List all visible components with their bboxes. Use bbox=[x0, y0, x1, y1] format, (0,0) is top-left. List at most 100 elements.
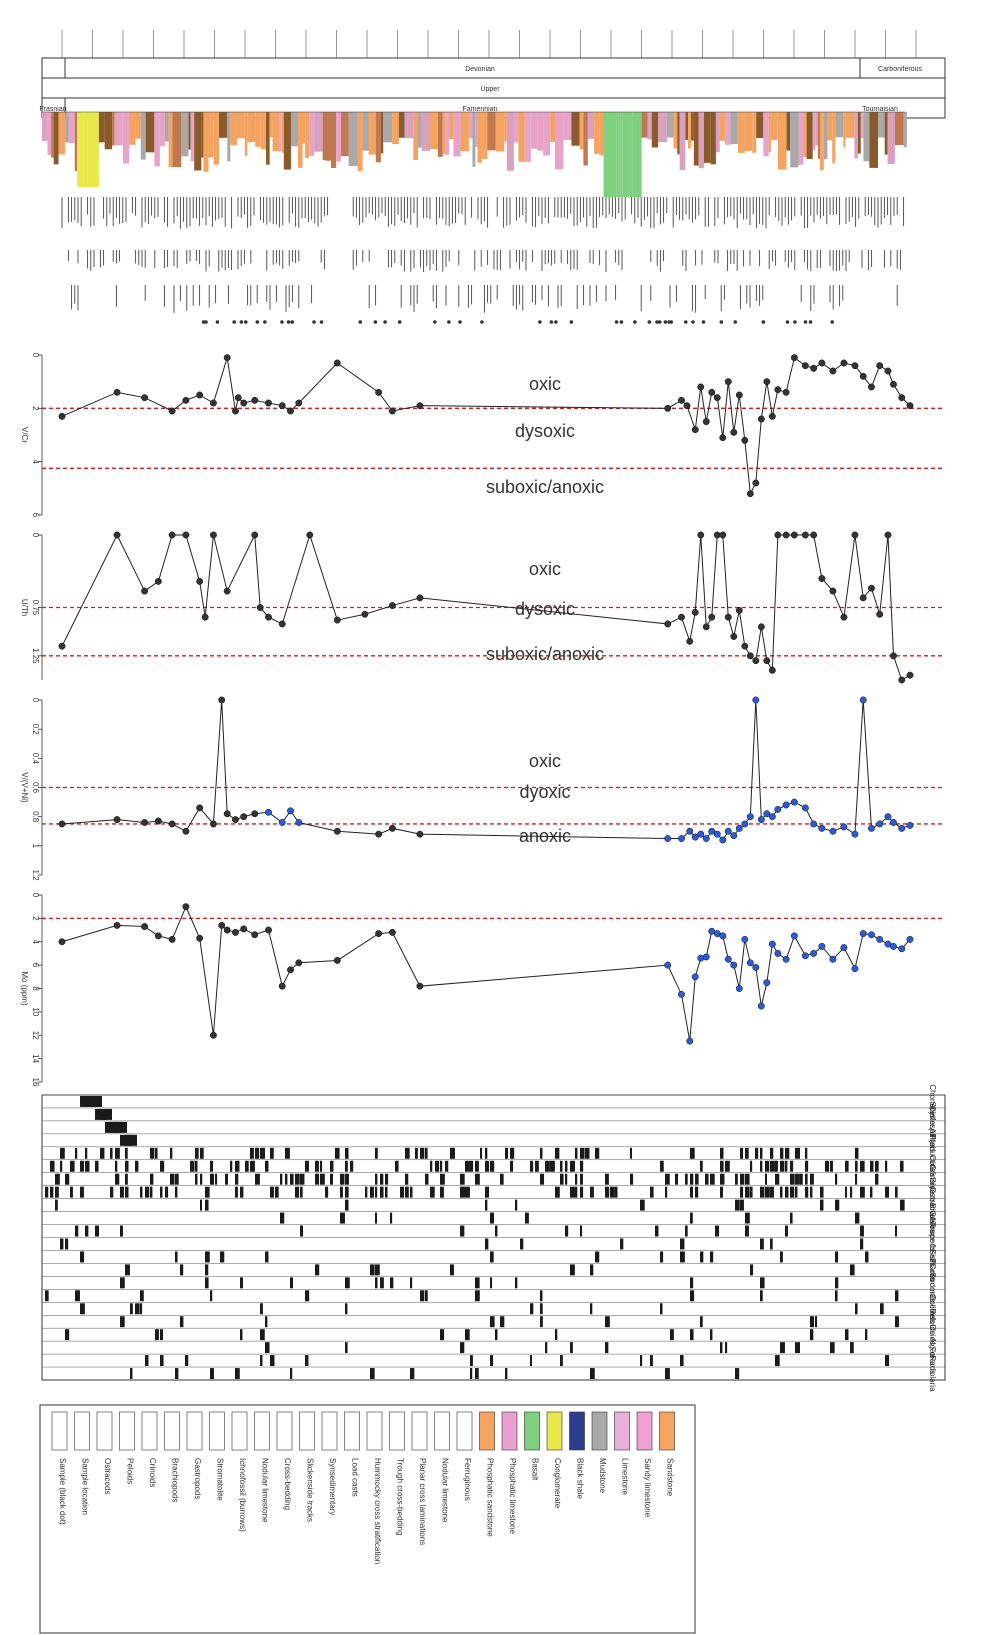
occurrence-bar bbox=[540, 1303, 543, 1314]
legend-swatch bbox=[232, 1412, 247, 1450]
legend-label: Nodular limestone bbox=[441, 1458, 450, 1523]
occurrence-bar bbox=[715, 1226, 719, 1237]
occurrence-bar bbox=[100, 1109, 112, 1120]
legend-label: Sandy limestone bbox=[643, 1458, 652, 1518]
occurrence-bar bbox=[205, 1200, 209, 1211]
occurrence-bar bbox=[575, 1187, 577, 1198]
sample-dot bbox=[570, 320, 574, 324]
lithology-bed bbox=[820, 112, 824, 170]
data-point bbox=[698, 532, 704, 538]
occurrence-bar bbox=[760, 1187, 764, 1198]
legend-label: Brachiopods bbox=[171, 1458, 180, 1502]
lithology-bed bbox=[331, 112, 336, 168]
occurrence-bar bbox=[475, 1161, 479, 1172]
legend-label: Cross-bedding bbox=[283, 1458, 292, 1510]
lithology-bed bbox=[496, 112, 505, 151]
occurrence-bar bbox=[405, 1148, 410, 1159]
occurrence-bar bbox=[775, 1355, 780, 1366]
lithology-bed bbox=[227, 112, 230, 161]
occurrence-bar bbox=[850, 1264, 855, 1275]
occurrence-bar bbox=[745, 1213, 750, 1224]
sample-dot bbox=[648, 320, 652, 324]
data-point bbox=[202, 614, 208, 620]
occurrence-bar bbox=[500, 1174, 504, 1185]
occurrence-bar bbox=[665, 1174, 670, 1185]
occurrence-bar bbox=[185, 1355, 188, 1366]
occurrence-bar bbox=[580, 1187, 583, 1198]
occurrence-bar bbox=[475, 1290, 480, 1301]
occurrence-bar bbox=[490, 1161, 494, 1172]
data-point bbox=[725, 956, 731, 962]
series-line bbox=[62, 700, 910, 840]
occurrence-bar bbox=[270, 1187, 274, 1198]
occurrence-bar bbox=[130, 1303, 133, 1314]
data-point bbox=[802, 532, 808, 538]
occurrence-bar bbox=[460, 1342, 464, 1353]
occurrence-bar bbox=[345, 1161, 348, 1172]
occurrence-bar bbox=[810, 1316, 814, 1327]
occurrence-bar bbox=[490, 1355, 493, 1366]
data-point bbox=[252, 811, 258, 817]
lithology-bed bbox=[518, 112, 524, 162]
occurrence-bar bbox=[495, 1226, 497, 1237]
occurrence-bar bbox=[235, 1187, 238, 1198]
data-point bbox=[334, 360, 340, 366]
legend-swatch bbox=[52, 1412, 67, 1450]
sample-dot bbox=[620, 320, 624, 324]
occurrence-bar bbox=[895, 1316, 899, 1327]
data-point bbox=[830, 956, 836, 962]
lithology-bed bbox=[59, 112, 66, 154]
lithology-bed bbox=[75, 112, 77, 171]
lithology-bed bbox=[453, 112, 460, 156]
lithology-bed bbox=[514, 112, 518, 143]
occurrence-bar bbox=[330, 1161, 333, 1172]
y-tick-label: 1.25 bbox=[31, 648, 40, 664]
y-axis-label: V/Cr bbox=[20, 427, 29, 443]
occurrence-bar bbox=[845, 1329, 848, 1340]
data-point bbox=[296, 960, 302, 966]
occurrence-bar bbox=[175, 1368, 178, 1379]
occurrence-bar bbox=[195, 1174, 197, 1185]
data-point bbox=[742, 936, 748, 942]
legend-label: Synsedimentary bbox=[328, 1458, 337, 1515]
occurrence-bar bbox=[760, 1161, 762, 1172]
occurrence-bar bbox=[60, 1148, 65, 1159]
occurrence-bar bbox=[540, 1148, 542, 1159]
occurrence-bar bbox=[530, 1303, 533, 1314]
lithology-bed bbox=[685, 112, 688, 140]
occurrence-bar bbox=[805, 1148, 807, 1159]
lithology-bed bbox=[270, 112, 273, 137]
occurrence-bar bbox=[550, 1161, 555, 1172]
occurrence-bar bbox=[75, 1290, 80, 1301]
lithology-bed bbox=[620, 112, 623, 197]
stratigraphy-header: Devonian Carboniferous Upper Frasnian Fa… bbox=[39, 30, 945, 324]
occurrence-bar bbox=[605, 1316, 610, 1327]
legend-label: Crinoids bbox=[148, 1458, 157, 1487]
occurrence-bar bbox=[565, 1161, 567, 1172]
data-point bbox=[742, 643, 748, 649]
occurrence-bar bbox=[70, 1187, 73, 1198]
occurrence-bar bbox=[465, 1329, 470, 1340]
occurrence-bar bbox=[415, 1148, 418, 1159]
data-point bbox=[224, 354, 230, 360]
data-point bbox=[252, 932, 258, 938]
data-point bbox=[692, 609, 698, 615]
lithology-bed bbox=[869, 112, 878, 168]
lithology-bed bbox=[504, 112, 507, 142]
legend-swatch bbox=[435, 1412, 450, 1450]
sample-dot bbox=[538, 320, 542, 324]
occurrence-bar bbox=[375, 1148, 378, 1159]
occurrence-bar bbox=[440, 1174, 445, 1185]
sample-dot bbox=[447, 320, 451, 324]
lithology-bed bbox=[648, 112, 652, 139]
occurrence-bar bbox=[720, 1161, 724, 1172]
occurrence-bar bbox=[685, 1174, 688, 1185]
lithology-bed bbox=[616, 112, 618, 197]
legend-swatch bbox=[412, 1412, 427, 1450]
occurrence-bar bbox=[255, 1174, 260, 1185]
occurrence-bar bbox=[300, 1226, 303, 1237]
occurrence-bar bbox=[370, 1264, 375, 1275]
data-point bbox=[389, 825, 395, 831]
data-point bbox=[375, 389, 381, 395]
occurrence-bar bbox=[80, 1187, 84, 1198]
